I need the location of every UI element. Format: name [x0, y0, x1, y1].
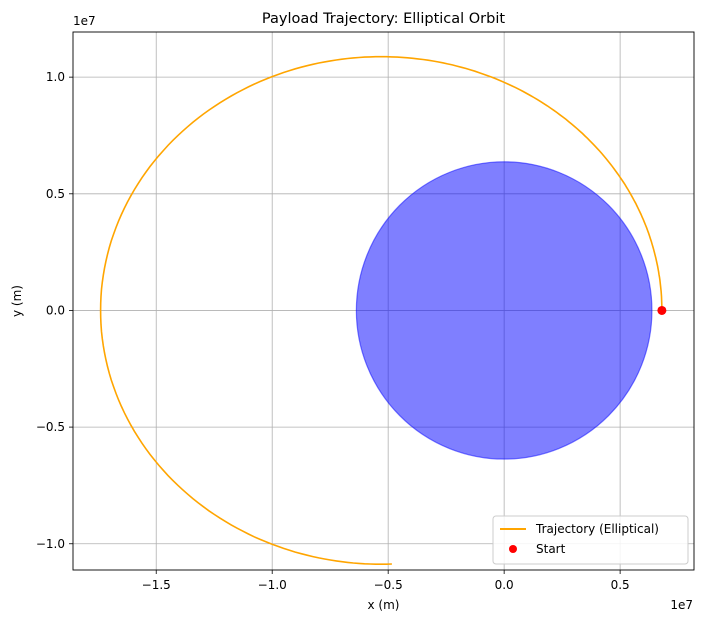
plot-area: [72, 31, 695, 571]
axes-frame: [72, 31, 695, 571]
x-tick-label: −0.5: [374, 578, 403, 592]
y-axis-exponent: 1e7: [73, 14, 96, 28]
series-layer: [99, 55, 667, 566]
y-tick-label: 0.0: [46, 303, 65, 317]
trajectory-line: [99, 55, 663, 566]
chart-title: Payload Trajectory: Elliptical Orbit: [262, 11, 505, 27]
planet-disk: [355, 161, 653, 460]
x-axis-label: x (m): [368, 598, 400, 612]
legend-box: [492, 515, 689, 565]
x-tick-label: −1.5: [142, 578, 171, 592]
y-tick-label: 1.0: [46, 70, 65, 84]
planet-layer: [355, 161, 653, 460]
y-axis-ticks: −1.0 −0.5 0.0 0.5 1.0: [36, 70, 73, 551]
x-tick-label: −1.0: [258, 578, 287, 592]
start-point-marker: [657, 305, 667, 315]
y-tick-label: −0.5: [36, 420, 65, 434]
y-axis-label: y (m): [10, 285, 24, 317]
legend-start-swatch: [509, 545, 517, 553]
x-axis-ticks: −1.5 −1.0 −0.5 0.0 0.5: [142, 570, 630, 592]
x-tick-label: 0.0: [495, 578, 514, 592]
legend: Trajectory (Elliptical) Start: [492, 515, 689, 565]
y-tick-label: 0.5: [46, 187, 65, 201]
x-axis-exponent: 1e7: [670, 598, 693, 612]
legend-start-label: Start: [536, 542, 566, 556]
legend-trajectory-label: Trajectory (Elliptical): [535, 522, 659, 536]
x-tick-label: 0.5: [611, 578, 630, 592]
y-tick-label: −1.0: [36, 537, 65, 551]
